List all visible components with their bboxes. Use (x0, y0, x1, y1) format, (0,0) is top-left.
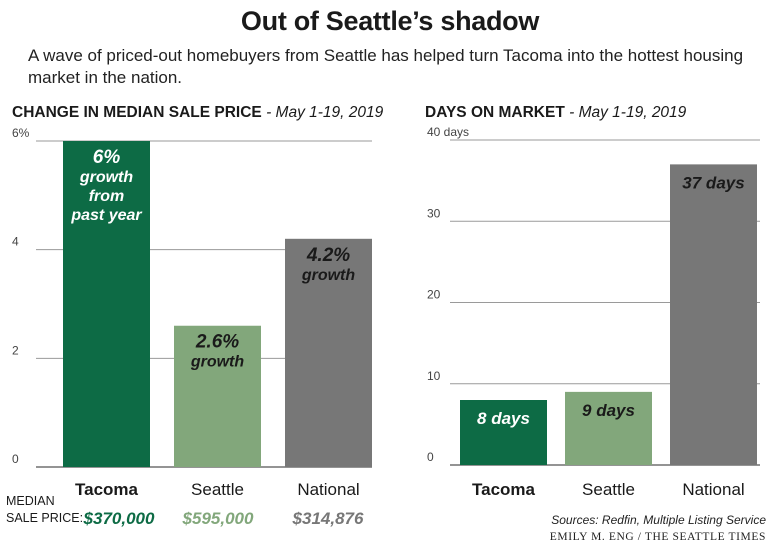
price-chart-date: - May 1-19, 2019 (266, 104, 384, 121)
price-category-label: National (297, 480, 359, 499)
price-tick-label: 2 (12, 343, 19, 357)
price-tick-label: 0 (12, 452, 19, 466)
price-chart-heading: CHANGE IN MEDIAN SALE PRICE - May 1-19, … (12, 104, 383, 122)
days-bar-label: 8 days (477, 409, 530, 428)
days-bar-label: 37 days (682, 173, 744, 192)
price-bar-label: from (89, 188, 125, 205)
price-bar-label: growth (301, 267, 356, 284)
days-tick-label: 10 (427, 369, 441, 383)
days-bar-label: 9 days (582, 401, 635, 420)
price-bar-seattle (174, 325, 261, 467)
price-tick-label: 6% (12, 126, 30, 140)
page-subtitle: A wave of priced-out homebuyers from Sea… (28, 46, 744, 87)
days-chart-heading: DAYS ON MARKET - May 1-19, 2019 (425, 104, 686, 122)
median-sale-price-label: MEDIAN SALE PRICE: (6, 493, 83, 527)
days-tick-label: 0 (427, 450, 434, 464)
price-bar-label: 2.6% (195, 332, 239, 353)
days-tick-label: 20 (427, 288, 441, 302)
price-category-label: Seattle (191, 480, 244, 499)
days-bar-tacoma (460, 400, 547, 465)
days-bar-national (670, 164, 757, 465)
median-label-line2: SALE PRICE: (6, 511, 84, 525)
price-chart-title: CHANGE IN MEDIAN SALE PRICE (12, 104, 262, 121)
median-price-tacoma: $370,000 (83, 509, 155, 528)
days-tick-label: 40 days (427, 125, 469, 139)
price-bar-tacoma (63, 141, 150, 467)
price-bar-label: growth (79, 169, 134, 186)
days-chart-title: DAYS ON MARKET (425, 104, 565, 121)
price-bar-label: past year (70, 207, 142, 224)
price-bar-national (285, 238, 372, 467)
days-tick-label: 30 (427, 206, 441, 220)
median-price-seattle: $595,000 (182, 509, 254, 528)
days-category-label: National (682, 480, 744, 499)
credit-line: EMILY M. ENG / THE SEATTLE TIMES (549, 531, 766, 543)
days-chart-date: - May 1-19, 2019 (569, 104, 687, 121)
median-label-line1: MEDIAN (6, 494, 55, 508)
price-bar-label: 6% (93, 147, 121, 168)
price-category-label: Tacoma (75, 480, 139, 499)
days-category-label: Seattle (582, 480, 635, 499)
page-title: Out of Seattle’s shadow (240, 6, 540, 36)
sources-note: Sources: Redfin, Multiple Listing Servic… (551, 513, 766, 527)
median-price-national: $314,876 (292, 509, 364, 528)
days-category-label: Tacoma (472, 480, 536, 499)
days-bar-seattle (565, 391, 652, 465)
price-bar-label: growth (190, 354, 245, 371)
price-tick-label: 4 (12, 235, 19, 249)
price-bar-label: 4.2% (306, 245, 350, 266)
